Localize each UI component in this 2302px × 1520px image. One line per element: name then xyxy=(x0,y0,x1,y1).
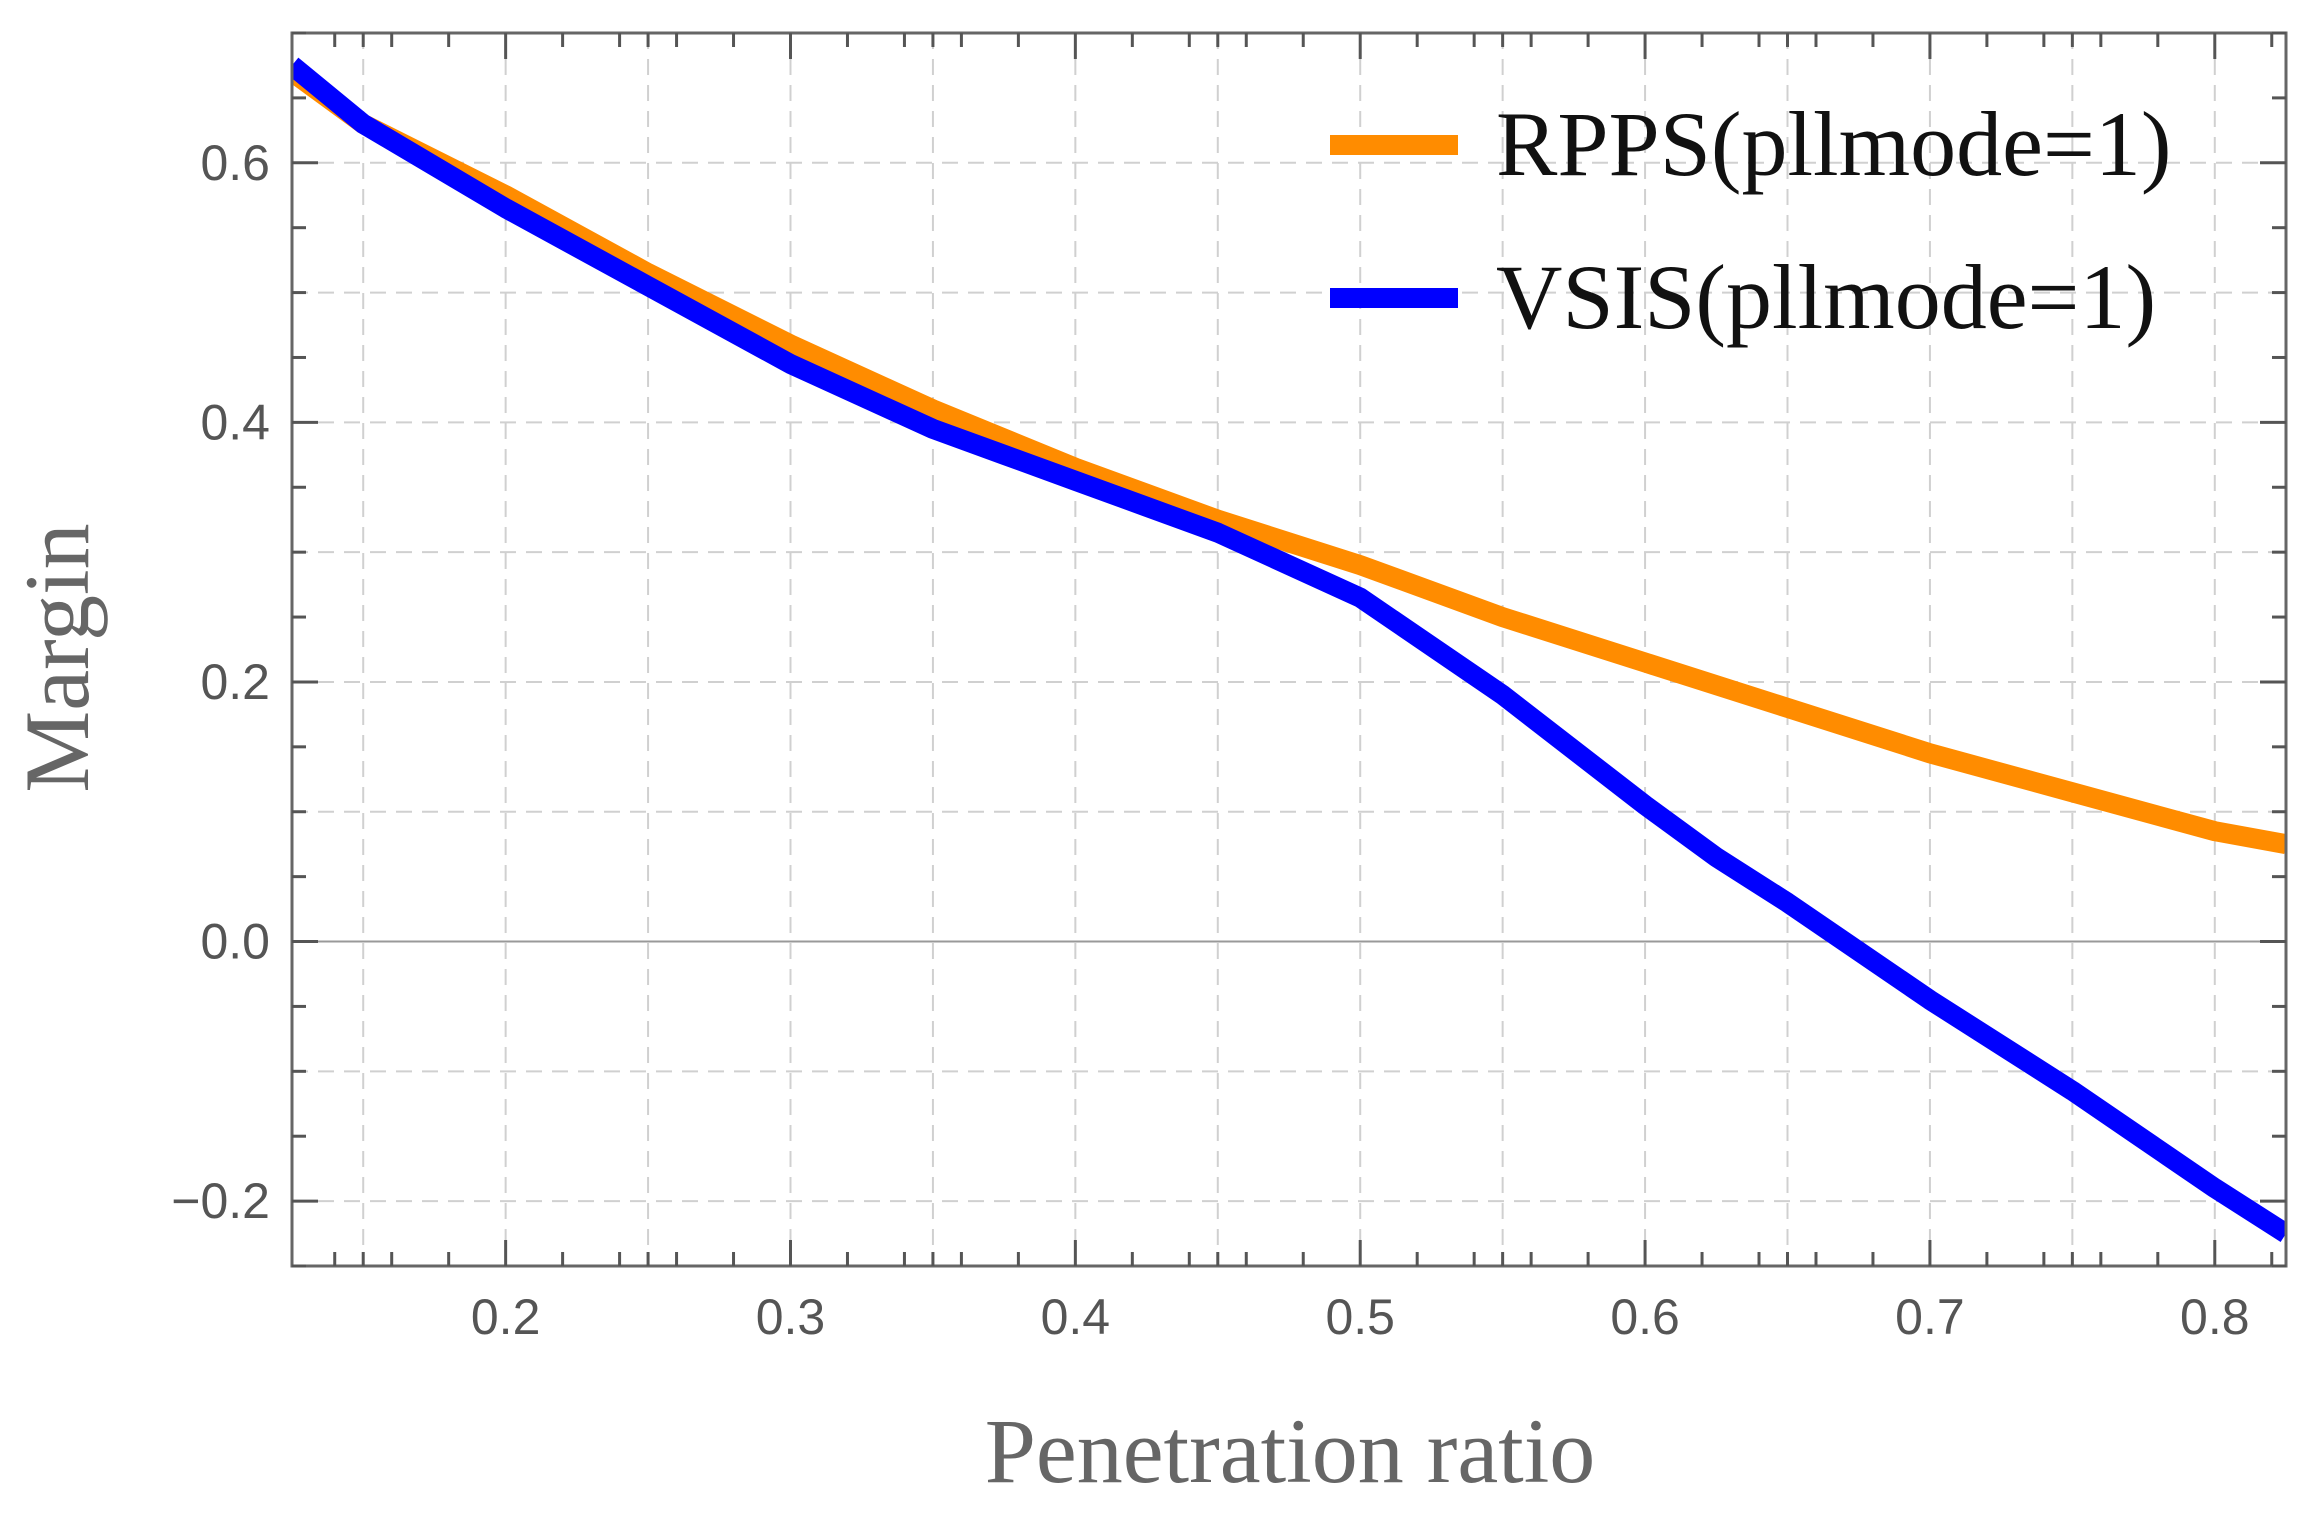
x-tick-label: 0.2 xyxy=(471,1289,541,1345)
y-tick-label: −0.2 xyxy=(171,1173,270,1229)
x-axis-title: Penetration ratio xyxy=(985,1400,1596,1502)
x-tick-label: 0.3 xyxy=(756,1289,826,1345)
series-line-vsis xyxy=(292,57,2286,1243)
x-tick-label: 0.8 xyxy=(2180,1289,2250,1345)
series-line-rpps xyxy=(292,63,2286,855)
y-tick-label: 0.4 xyxy=(200,394,270,450)
tick-labels: 0.2 0.3 0.4 0.5 0.6 0.7 0.8 −0.2 0.0 0.2 0.4 0.6 xyxy=(171,135,2249,1345)
x-tick-label: 0.6 xyxy=(1610,1289,1680,1345)
legend: RPPS(pllmode=1) VSIS(pllmode=1) xyxy=(1330,93,2172,348)
plot-frame xyxy=(290,31,2288,1268)
y-tick-label: 0.0 xyxy=(200,914,270,970)
grid xyxy=(292,33,2286,1266)
series-lines xyxy=(292,57,2286,1243)
x-tick-label: 0.7 xyxy=(1895,1289,1965,1345)
y-tick-label: 0.6 xyxy=(200,135,270,191)
plot-border xyxy=(290,31,2288,1268)
legend-label-vsis: VSIS(pllmode=1) xyxy=(1496,246,2156,348)
tick-marks xyxy=(292,31,2286,1268)
x-tick-label: 0.5 xyxy=(1325,1289,1395,1345)
y-tick-label: 0.2 xyxy=(200,654,270,710)
legend-label-rpps: RPPS(pllmode=1) xyxy=(1496,93,2172,195)
y-axis-title: Margin xyxy=(6,523,108,792)
x-tick-label: 0.4 xyxy=(1041,1289,1111,1345)
